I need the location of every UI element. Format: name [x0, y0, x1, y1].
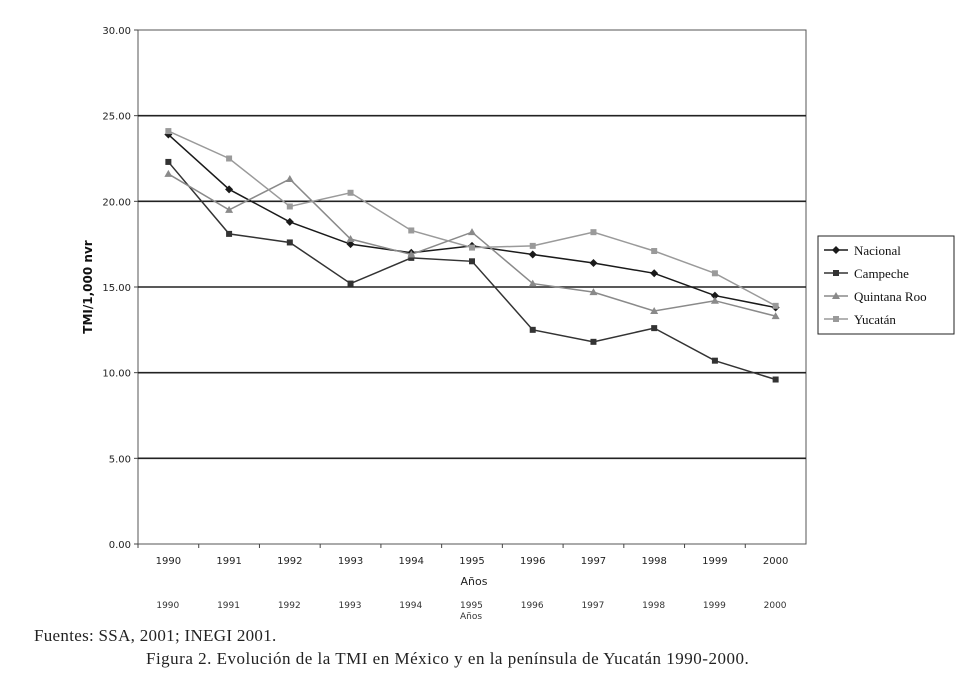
- legend-label: Nacional: [854, 243, 901, 258]
- data-point: [408, 227, 415, 234]
- y-tick-label: 5.00: [109, 454, 131, 465]
- legend-marker: [833, 316, 839, 322]
- data-point: [528, 279, 537, 287]
- data-point: [346, 235, 355, 243]
- duplicate-tick-label: 2000: [763, 601, 787, 611]
- duplicate-tick-label: 1996: [520, 601, 544, 611]
- legend-box: [817, 235, 955, 335]
- duplicate-tick-label: 1994: [399, 601, 423, 611]
- data-point: [285, 217, 294, 226]
- y-tick-label: 20.00: [102, 197, 131, 208]
- y-tick-label: 15.00: [102, 283, 131, 294]
- data-point: [286, 239, 293, 246]
- legend-marker: [832, 246, 840, 254]
- y-tick-label: 30.00: [102, 26, 131, 37]
- duplicate-tick-label: 1993: [338, 601, 362, 611]
- x-tick-label: 2000: [763, 556, 788, 567]
- x-tick-label: 1995: [459, 556, 484, 567]
- duplicate-tick-label: 1995: [460, 601, 483, 611]
- data-point: [407, 250, 416, 258]
- legend-marker: [832, 292, 840, 299]
- data-point: [710, 291, 719, 300]
- legend-label: Quintana Roo: [854, 289, 927, 304]
- data-point: [468, 228, 476, 236]
- data-point: [347, 189, 354, 196]
- source-note: Fuentes: SSA, 2001; INEGI 2001.: [34, 626, 277, 645]
- duplicate-tick-label: 1992: [277, 601, 301, 611]
- data-point: [650, 306, 659, 314]
- data-point: [469, 244, 475, 251]
- data-point: [651, 325, 658, 332]
- data-point: [771, 312, 780, 320]
- data-point: [710, 296, 719, 304]
- data-point: [225, 205, 234, 213]
- data-point: [469, 258, 475, 265]
- legend-label: Campeche: [854, 266, 909, 281]
- data-point: [528, 250, 537, 259]
- data-point: [650, 269, 659, 278]
- data-point: [711, 357, 718, 364]
- x-tick-label: 1998: [641, 556, 666, 567]
- x-tick-label: 1992: [277, 556, 302, 567]
- x-tick-label: 1991: [216, 556, 241, 567]
- data-point: [226, 230, 233, 237]
- y-tick-label: 10.00: [102, 369, 131, 380]
- data-point: [589, 288, 598, 296]
- data-point: [590, 338, 597, 345]
- data-point: [772, 376, 779, 383]
- x-tick-label: 1990: [156, 556, 181, 567]
- y-tick-label: 25.00: [102, 112, 131, 123]
- series-yucatán: [165, 128, 779, 309]
- legend: Nacional Campeche Quintana Roo Yucatán: [817, 235, 955, 335]
- x-tick-label: 1997: [581, 556, 606, 567]
- gridlines: [134, 29, 806, 548]
- duplicate-tick-label: 1991: [217, 601, 240, 611]
- data-point: [772, 302, 779, 309]
- x-axis-label: Años: [461, 575, 488, 588]
- data-point: [529, 326, 536, 333]
- data-point: [285, 175, 294, 183]
- data-point: [346, 240, 355, 249]
- data-point: [225, 185, 234, 194]
- duplicate-tick-label: 1990: [156, 601, 180, 611]
- data-point: [589, 259, 598, 268]
- x-tick-labels: 1990 1991 1992 1993 1994 1995 1996 1997 1998 1999…: [156, 556, 789, 567]
- y-tick-labels: 0.00 5.00 10.00 15.00 20.00 25.00 30.00: [102, 26, 131, 551]
- x-tick-label: 1994: [399, 556, 424, 567]
- figure-caption: Figura 2. Evolución de la TMI en México …: [146, 649, 750, 668]
- data-point: [226, 155, 233, 162]
- data-point: [286, 203, 293, 210]
- data-point: [529, 242, 536, 249]
- legend-label: Yucatán: [854, 312, 896, 327]
- y-tick-label: 0.00: [109, 540, 131, 551]
- data-point: [590, 229, 597, 236]
- series-quintana-roo: [164, 169, 780, 320]
- data-point: [711, 270, 718, 277]
- duplicate-tick-label: 1998: [642, 601, 666, 611]
- series-campeche: [165, 158, 779, 383]
- y-axis-label: TMI/1,000 nvr: [81, 240, 95, 333]
- duplicate-tick-label: 1999: [702, 601, 726, 611]
- duplicate-axis-label: Años: [460, 612, 483, 622]
- x-tick-label: 1993: [338, 556, 363, 567]
- x-tick-label: 1996: [520, 556, 545, 567]
- data-point: [164, 169, 173, 177]
- series-group: [164, 128, 780, 383]
- data-point: [347, 280, 354, 287]
- duplicate-tick-label: 1997: [581, 601, 605, 611]
- data-point: [651, 248, 658, 255]
- data-point: [408, 254, 415, 261]
- x-tick-label: 1999: [702, 556, 727, 567]
- data-point: [165, 158, 172, 165]
- legend-marker: [833, 270, 839, 276]
- data-point: [165, 128, 172, 135]
